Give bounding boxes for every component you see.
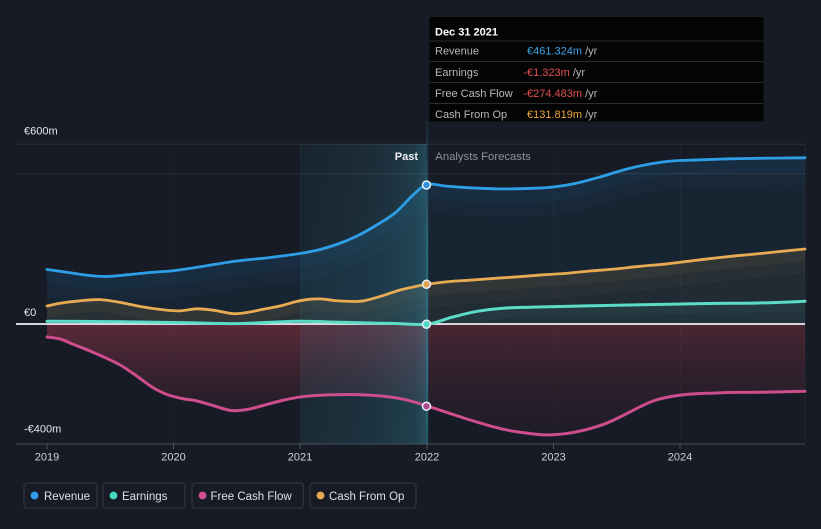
svg-text:2022: 2022 <box>415 452 439 464</box>
svg-text:Past: Past <box>395 151 419 163</box>
svg-text:Earnings: Earnings <box>122 491 168 503</box>
svg-text:-€274.483m /yr: -€274.483m /yr <box>523 88 597 100</box>
svg-text:2024: 2024 <box>668 452 692 464</box>
svg-text:Cash From Op: Cash From Op <box>329 491 404 503</box>
svg-text:-€400m: -€400m <box>24 424 61 436</box>
svg-text:Revenue: Revenue <box>44 491 90 503</box>
svg-text:€461.324m /yr: €461.324m /yr <box>527 46 598 58</box>
svg-text:2020: 2020 <box>161 452 185 464</box>
svg-text:2021: 2021 <box>288 452 312 464</box>
svg-text:Revenue: Revenue <box>435 46 479 58</box>
svg-text:Dec 31 2021: Dec 31 2021 <box>435 27 498 39</box>
svg-text:€600m: €600m <box>24 126 58 138</box>
svg-text:€0: €0 <box>24 307 36 319</box>
svg-text:2019: 2019 <box>35 452 59 464</box>
svg-text:2023: 2023 <box>541 452 565 464</box>
svg-text:Free Cash Flow: Free Cash Flow <box>435 88 513 100</box>
svg-text:Analysts Forecasts: Analysts Forecasts <box>435 151 531 163</box>
svg-text:Earnings: Earnings <box>435 67 479 79</box>
svg-text:Cash From Op: Cash From Op <box>435 109 507 121</box>
svg-text:€131.819m /yr: €131.819m /yr <box>527 109 598 121</box>
svg-text:Free Cash Flow: Free Cash Flow <box>211 491 293 503</box>
svg-text:-€1.323m /yr: -€1.323m /yr <box>523 67 585 79</box>
